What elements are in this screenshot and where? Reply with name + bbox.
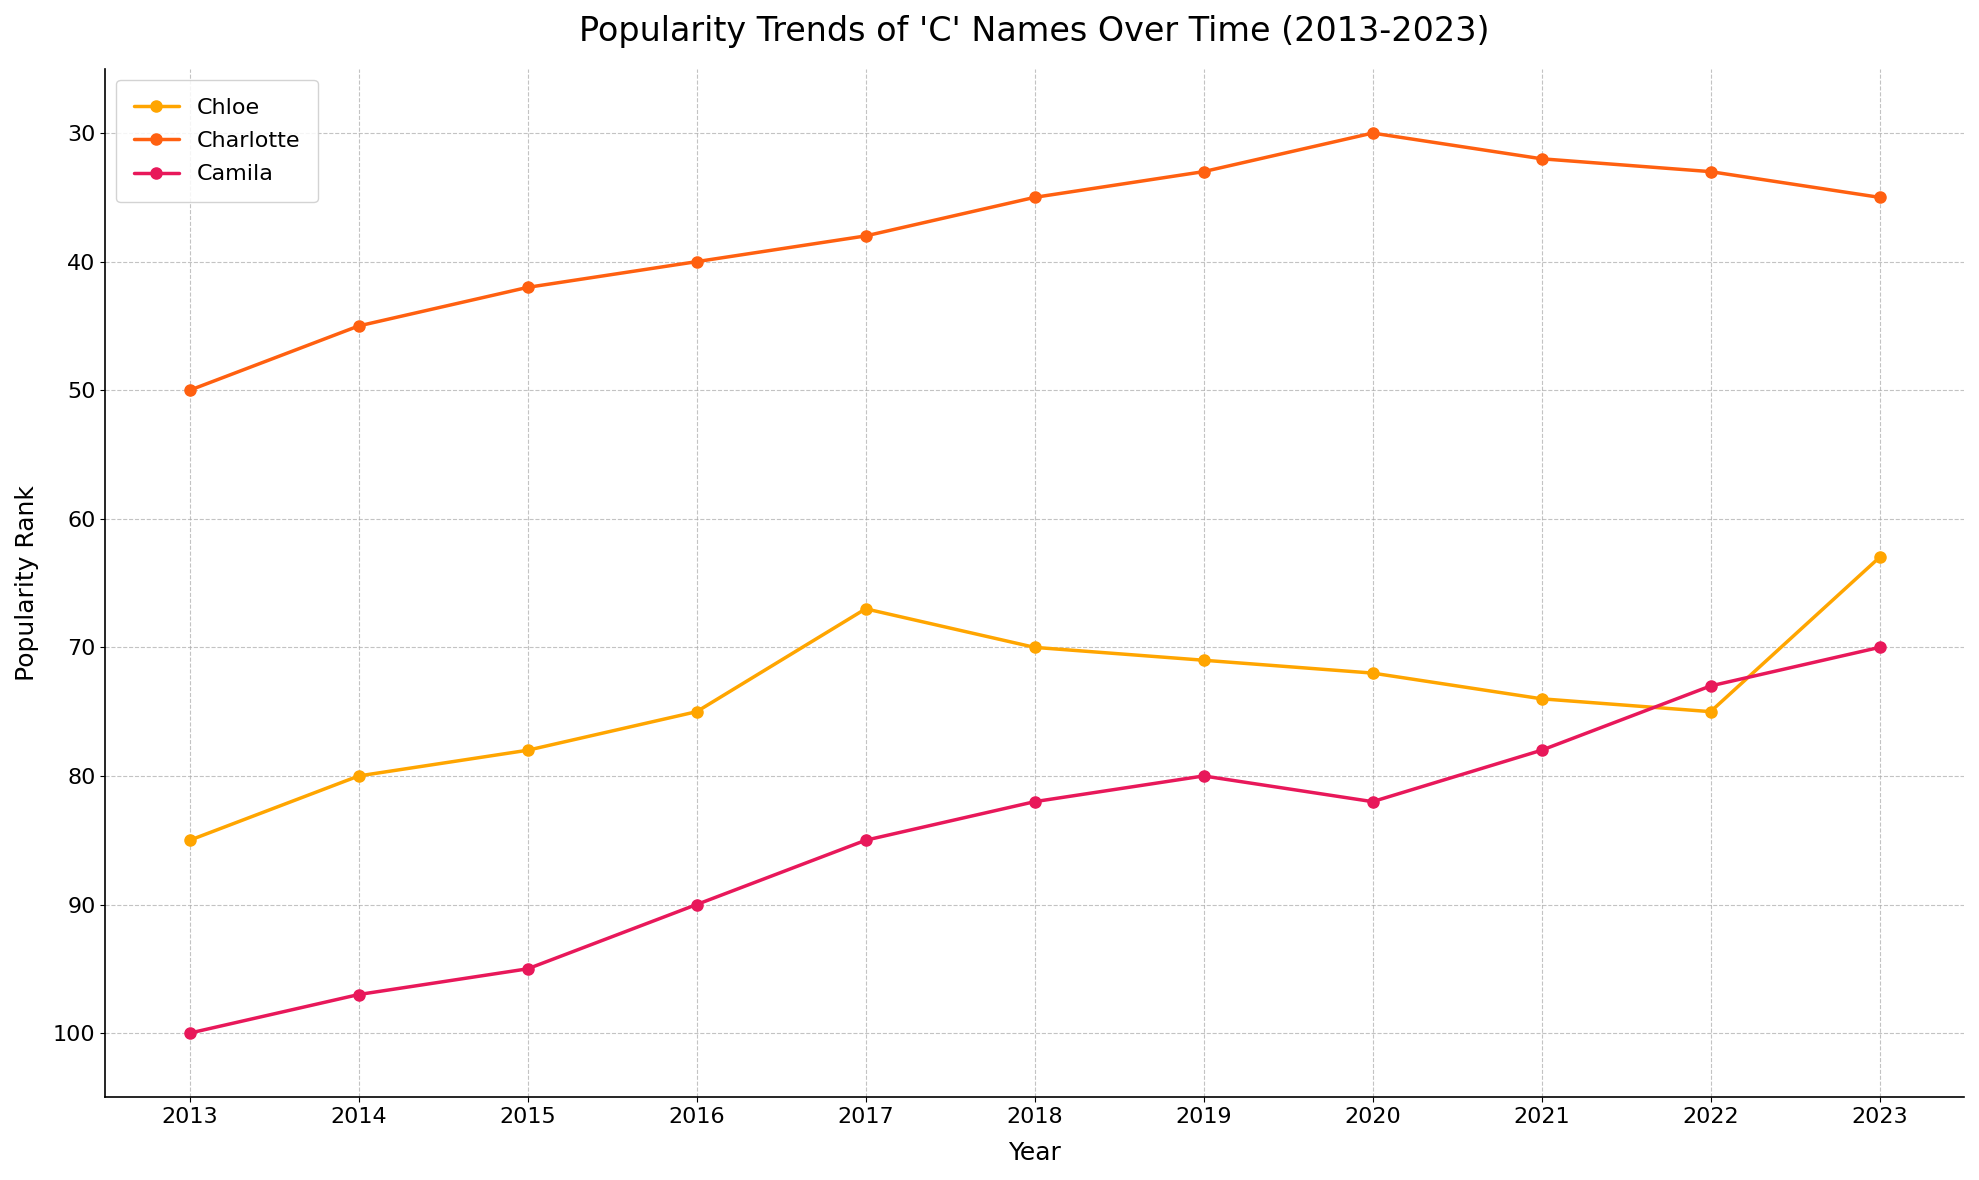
Camila — [853, 833, 877, 847]
Chloe — [685, 704, 708, 719]
Charlotte — [1191, 164, 1215, 178]
Chloe — [1698, 704, 1722, 719]
Chloe — [853, 602, 877, 616]
Y-axis label: Popularity Rank: Popularity Rank — [16, 485, 40, 681]
Camila — [1362, 794, 1385, 808]
Charlotte — [178, 384, 202, 398]
Camila — [346, 988, 370, 1002]
Camila — [685, 898, 708, 912]
Charlotte — [517, 281, 540, 295]
Chloe — [1023, 641, 1047, 655]
Chloe — [1362, 666, 1385, 680]
Charlotte — [1698, 164, 1722, 178]
X-axis label: Year: Year — [1007, 1141, 1061, 1165]
Camila — [1698, 678, 1722, 693]
Camila — [1191, 769, 1215, 784]
Line: Chloe: Chloe — [184, 552, 1886, 846]
Title: Popularity Trends of 'C' Names Over Time (2013-2023): Popularity Trends of 'C' Names Over Time… — [580, 15, 1490, 48]
Chloe — [1530, 691, 1554, 706]
Charlotte — [1362, 126, 1385, 140]
Camila — [1023, 794, 1047, 808]
Legend: Chloe, Charlotte, Camila: Chloe, Charlotte, Camila — [117, 80, 317, 202]
Charlotte — [1530, 152, 1554, 166]
Charlotte — [853, 229, 877, 243]
Charlotte — [685, 255, 708, 269]
Chloe — [1191, 654, 1215, 668]
Charlotte — [346, 319, 370, 333]
Chloe — [1868, 550, 1892, 564]
Camila — [1868, 641, 1892, 655]
Line: Camila: Camila — [184, 642, 1886, 1038]
Chloe — [346, 769, 370, 784]
Chloe — [178, 833, 202, 847]
Line: Charlotte: Charlotte — [184, 127, 1886, 395]
Camila — [1530, 743, 1554, 758]
Camila — [178, 1027, 202, 1041]
Charlotte — [1868, 190, 1892, 204]
Chloe — [517, 743, 540, 758]
Camila — [517, 962, 540, 976]
Charlotte — [1023, 190, 1047, 204]
